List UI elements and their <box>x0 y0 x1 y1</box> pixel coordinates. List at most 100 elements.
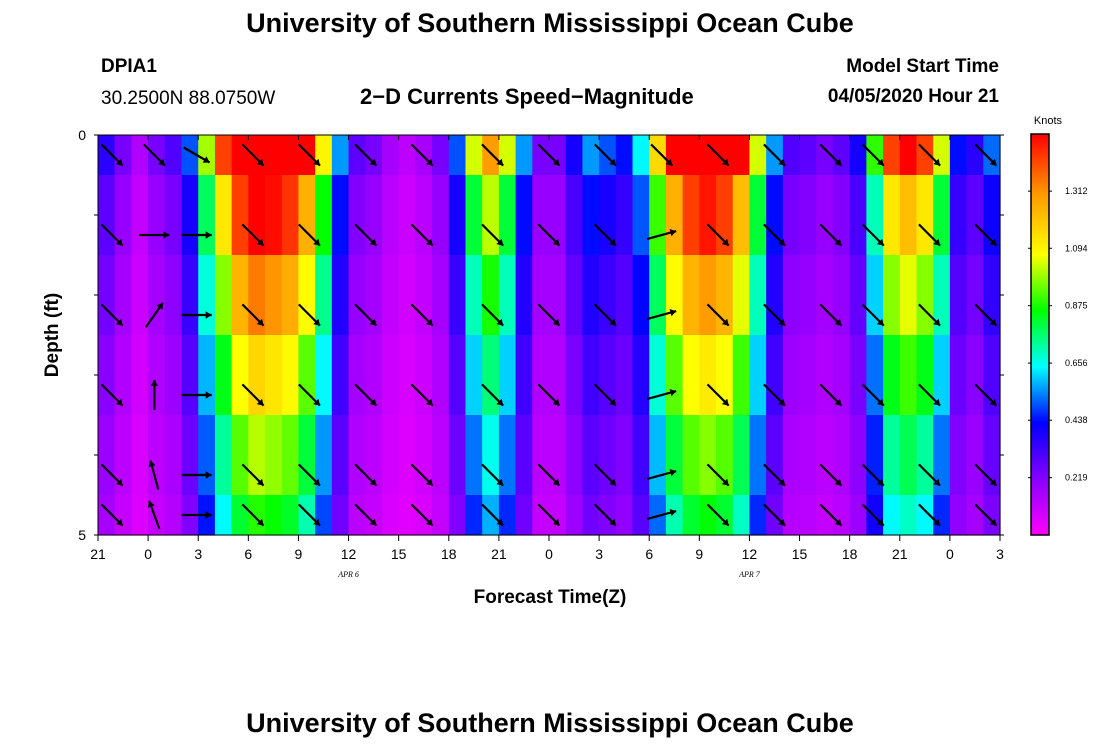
heat-cell <box>782 135 801 176</box>
heat-cell <box>148 335 166 416</box>
heat-cell <box>615 495 634 536</box>
current-vector <box>298 463 321 487</box>
heat-cell <box>966 255 984 336</box>
heat-cell <box>198 135 216 176</box>
heat-cell <box>515 415 533 496</box>
heat-cell <box>849 175 867 256</box>
footer-title: University of Southern Mississippi Ocean… <box>246 708 854 738</box>
heat-cell <box>114 175 132 256</box>
heat-cell <box>348 175 366 256</box>
y-axis-title: Depth (ft) <box>42 293 63 377</box>
heat-cell <box>415 175 433 256</box>
heat-cell <box>716 335 734 416</box>
current-vector <box>763 223 786 247</box>
heat-cell <box>649 175 667 256</box>
current-vector <box>481 463 504 487</box>
heat-cell <box>682 255 700 336</box>
heat-cell <box>949 335 968 416</box>
x-tick-label: 18 <box>842 546 858 562</box>
heat-cell <box>248 135 266 176</box>
heat-cell <box>916 255 934 336</box>
heat-cell <box>883 335 901 416</box>
heat-cell <box>582 135 600 176</box>
current-vector <box>763 503 786 527</box>
current-vector <box>100 143 124 167</box>
heat-cell <box>933 135 951 176</box>
heat-cell <box>582 495 600 536</box>
heat-cell <box>632 495 650 536</box>
heat-cell <box>515 495 533 536</box>
heat-cell <box>265 415 283 496</box>
current-vector <box>537 303 561 327</box>
heat-cell <box>398 175 416 256</box>
x-tick-label: 3 <box>595 546 603 562</box>
chart-subtitle: 2−D Currents Speed−Magnitude <box>360 84 694 109</box>
current-vector <box>647 509 677 520</box>
heat-cell <box>482 495 500 536</box>
current-vector <box>706 383 730 407</box>
current-vector <box>354 143 378 167</box>
current-vector <box>481 503 504 527</box>
heat-cell <box>599 335 617 416</box>
colorbar-tick-label: 1.312 <box>1065 186 1088 196</box>
heat-cell <box>615 135 634 176</box>
heat-cell <box>699 415 717 496</box>
heat-cell <box>933 495 951 536</box>
heat-cell <box>732 175 751 256</box>
heat-cell <box>198 335 216 416</box>
heat-cell <box>949 415 968 496</box>
heat-cell <box>381 415 400 496</box>
current-vector <box>974 503 998 527</box>
heat-cell <box>131 495 149 536</box>
heat-cell <box>315 255 333 336</box>
heat-cell <box>665 495 684 536</box>
heat-cell <box>515 135 533 176</box>
current-vector <box>147 500 161 530</box>
heat-cell <box>949 175 968 256</box>
heat-cell <box>766 415 784 496</box>
current-vector <box>594 463 617 487</box>
heat-cell <box>265 495 283 536</box>
heat-cell <box>632 255 650 336</box>
x-tick-label: 21 <box>491 546 507 562</box>
current-vector <box>298 503 321 527</box>
heat-cell <box>966 175 984 256</box>
current-vector <box>918 143 941 167</box>
current-vector <box>537 383 561 407</box>
heat-cell <box>716 495 734 536</box>
heat-cell <box>799 175 817 256</box>
current-vector <box>481 223 504 247</box>
current-vector <box>594 503 617 527</box>
heat-cell <box>415 255 433 336</box>
heat-cell <box>164 175 183 256</box>
current-vector <box>410 143 434 167</box>
current-vector <box>974 223 998 247</box>
heat-cell <box>381 255 400 336</box>
heat-cell <box>348 335 366 416</box>
heat-cell <box>682 335 700 416</box>
heat-cell <box>766 175 784 256</box>
heat-cell <box>365 135 383 176</box>
heat-cell <box>599 175 617 256</box>
current-vector <box>410 383 434 407</box>
heat-cell <box>164 135 183 176</box>
heat-cell <box>866 415 884 496</box>
current-vector <box>861 383 885 407</box>
heat-cell <box>381 175 400 256</box>
heat-cell <box>899 135 918 176</box>
heat-cell <box>498 135 517 176</box>
heat-cell <box>849 495 867 536</box>
heat-cell <box>214 175 233 256</box>
heat-cell <box>933 175 951 256</box>
x-tick-label: 0 <box>144 546 152 562</box>
colorbar-tick-label: 0.656 <box>1065 358 1088 368</box>
heat-cell <box>348 495 366 536</box>
heat-cell <box>799 255 817 336</box>
current-vector <box>706 223 730 247</box>
heat-cell <box>131 135 149 176</box>
heat-cell <box>549 335 567 416</box>
current-vector <box>354 463 378 487</box>
station-coordinates: 30.2500N 88.0750W <box>101 88 276 109</box>
heat-cell <box>515 335 533 416</box>
